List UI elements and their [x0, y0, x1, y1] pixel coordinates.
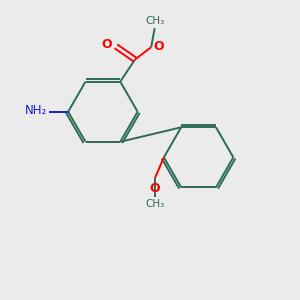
Text: O: O: [102, 38, 112, 51]
Text: O: O: [149, 182, 160, 194]
Text: NH₂: NH₂: [25, 104, 47, 117]
Text: CH₃: CH₃: [145, 16, 164, 26]
Text: O: O: [153, 40, 164, 53]
Text: CH₃: CH₃: [146, 200, 165, 209]
